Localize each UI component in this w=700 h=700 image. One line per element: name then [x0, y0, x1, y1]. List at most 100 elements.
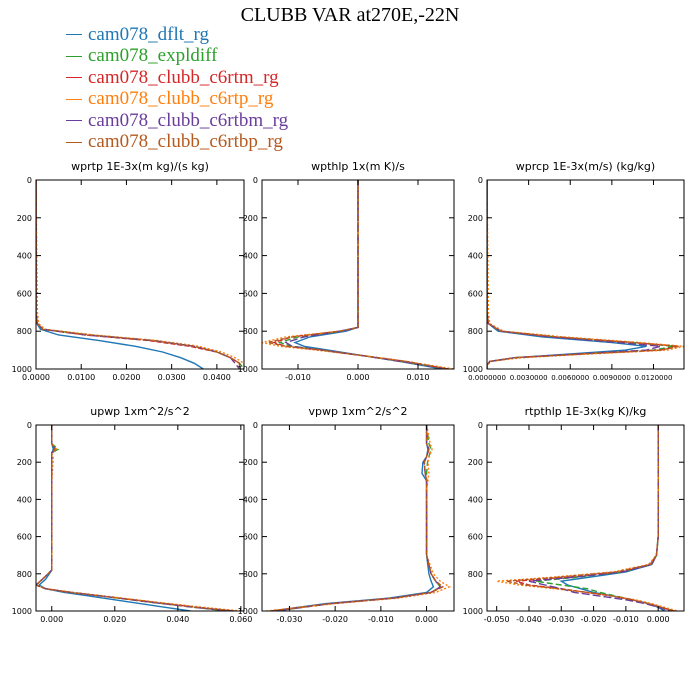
y-tick-label: 400: [17, 495, 32, 504]
series-line: [36, 180, 241, 369]
series-line: [267, 180, 449, 369]
panel-title: wpthlp 1x(m K)/s: [311, 160, 405, 173]
y-tick-label: 0: [27, 176, 32, 185]
y-tick-label: 1000: [238, 607, 258, 616]
legend-entry: cam078_clubb_c6rtbm_rg: [66, 110, 288, 132]
y-tick-label: 600: [17, 289, 32, 298]
series-line: [36, 180, 241, 369]
series-line: [271, 425, 444, 611]
x-tick-label: 0.0000: [22, 373, 50, 382]
legend-label: cam078_clubb_c6rtm_rg: [88, 66, 279, 88]
legend-entry: cam078_clubb_c6rtp_rg: [66, 88, 288, 111]
legend-swatch: [66, 98, 82, 100]
x-tick-label: 0.000: [40, 615, 63, 624]
panel-title: upwp 1xm^2/s^2: [90, 405, 190, 418]
x-tick-label: -0.030: [277, 615, 303, 624]
panel-5: vpwp 1xm^2/s^2 0 200 400 600 800 1000 -0.030 -0.…: [238, 405, 455, 624]
x-tick-label: 0.020: [103, 615, 126, 624]
panel-title: vpwp 1xm^2/s^2: [308, 405, 407, 418]
y-tick-label: 600: [17, 533, 32, 542]
series-line: [487, 180, 661, 369]
series-line: [293, 180, 443, 369]
y-tick-label: 200: [468, 214, 483, 223]
x-tick-label: 0.010: [407, 373, 430, 382]
y-tick-label: 600: [243, 289, 258, 298]
y-tick-label: 200: [17, 458, 32, 467]
legend-entry: cam078_clubb_c6rtbp_rg: [66, 131, 288, 154]
y-tick-label: 800: [468, 570, 483, 579]
series-line: [535, 425, 672, 611]
x-tick-label: -0.010: [613, 615, 639, 624]
y-tick-label: 0: [253, 421, 258, 430]
x-tick-label: 0.0300: [158, 373, 186, 382]
x-tick-label: 0.0030000: [510, 374, 548, 382]
x-tick-label: 0.0100: [67, 373, 95, 382]
panel-2: wpthlp 1x(m K)/s 0 200 400 600 800 1000 -0.010 0…: [238, 160, 455, 382]
series-line: [36, 425, 232, 611]
series-line: [36, 180, 204, 369]
series-group: [487, 180, 684, 369]
series-line: [36, 180, 244, 369]
series-group: [36, 425, 241, 611]
x-tick-label: 0.000: [415, 615, 438, 624]
legend-label: cam078_clubb_c6rtbp_rg: [88, 131, 283, 153]
legend-label: cam078_dflt_rg: [88, 23, 210, 45]
series-line: [284, 180, 449, 369]
legend-swatch: [66, 34, 82, 36]
series-line: [275, 425, 442, 611]
plot-frame: [35, 179, 245, 370]
panel-3: wprcp 1E-3x(m/s) (kg/kg) 0 200 400 600 800 100…: [463, 160, 685, 382]
y-tick-label: 400: [468, 495, 483, 504]
plot-frame: [261, 424, 455, 612]
x-tick-label: 0.0200: [112, 373, 140, 382]
x-tick-label: -0.040: [516, 615, 542, 624]
legend-label: cam078_clubb_c6rtp_rg: [88, 88, 274, 110]
panel-6: rtpthlp 1E-3x(kg K)/kg02004006008001000-…: [463, 405, 685, 624]
y-tick-label: 800: [17, 327, 32, 336]
y-tick-label: 400: [243, 495, 258, 504]
x-tick-label: 0.000: [347, 373, 370, 382]
x-tick-label: 0.0120000: [635, 374, 673, 382]
y-tick-label: 1000: [238, 365, 258, 374]
legend-swatch: [66, 77, 82, 79]
y-tick-label: 800: [468, 327, 483, 336]
y-tick-label: 200: [243, 214, 258, 223]
series-line: [277, 180, 449, 369]
plot-frame: [486, 424, 685, 612]
y-tick-label: 400: [243, 252, 258, 261]
y-tick-label: 200: [243, 458, 258, 467]
y-tick-label: 600: [468, 533, 483, 542]
series-line: [36, 425, 235, 611]
x-tick-label: 0.0000000: [468, 374, 506, 382]
panel-title: wprtp 1E-3x(m kg)/(s kg): [71, 160, 209, 173]
series-group: [496, 425, 678, 611]
x-tick-label: -0.010: [368, 615, 394, 624]
series-line: [487, 180, 679, 369]
plot-frame: [35, 424, 245, 612]
legend-label: cam078_clubb_c6rtbm_rg: [88, 109, 289, 131]
series-line: [266, 425, 451, 611]
x-tick-label: -0.030: [548, 615, 574, 624]
y-tick-label: 600: [468, 289, 483, 298]
y-tick-label: 200: [17, 214, 32, 223]
series-line: [36, 180, 244, 369]
x-tick-label: -0.050: [484, 615, 510, 624]
legend: cam078_dflt_rg cam078_expldiff cam078_cl…: [66, 24, 288, 153]
panel-4: upwp 1xm^2/s^2 0 200 400 600 800 1000 0.000 0.02…: [12, 405, 253, 624]
series-line: [36, 425, 235, 611]
series-group: [262, 180, 454, 369]
legend-swatch: [66, 55, 82, 57]
y-tick-label: 0: [478, 421, 483, 430]
series-line: [506, 425, 675, 611]
y-tick-label: 400: [17, 252, 32, 261]
series-line: [559, 425, 665, 611]
series-line: [36, 425, 241, 611]
x-tick-label: 0.000: [647, 615, 670, 624]
y-tick-label: 0: [478, 176, 483, 185]
x-tick-label: 0.0060000: [551, 374, 589, 382]
panel-1: wprtp 1E-3x(m kg)/(s kg) 0 200 400 600 800 100…: [12, 160, 245, 382]
x-tick-label: -0.020: [581, 615, 607, 624]
x-tick-label: 0.0090000: [593, 374, 631, 382]
y-tick-label: 400: [468, 252, 483, 261]
